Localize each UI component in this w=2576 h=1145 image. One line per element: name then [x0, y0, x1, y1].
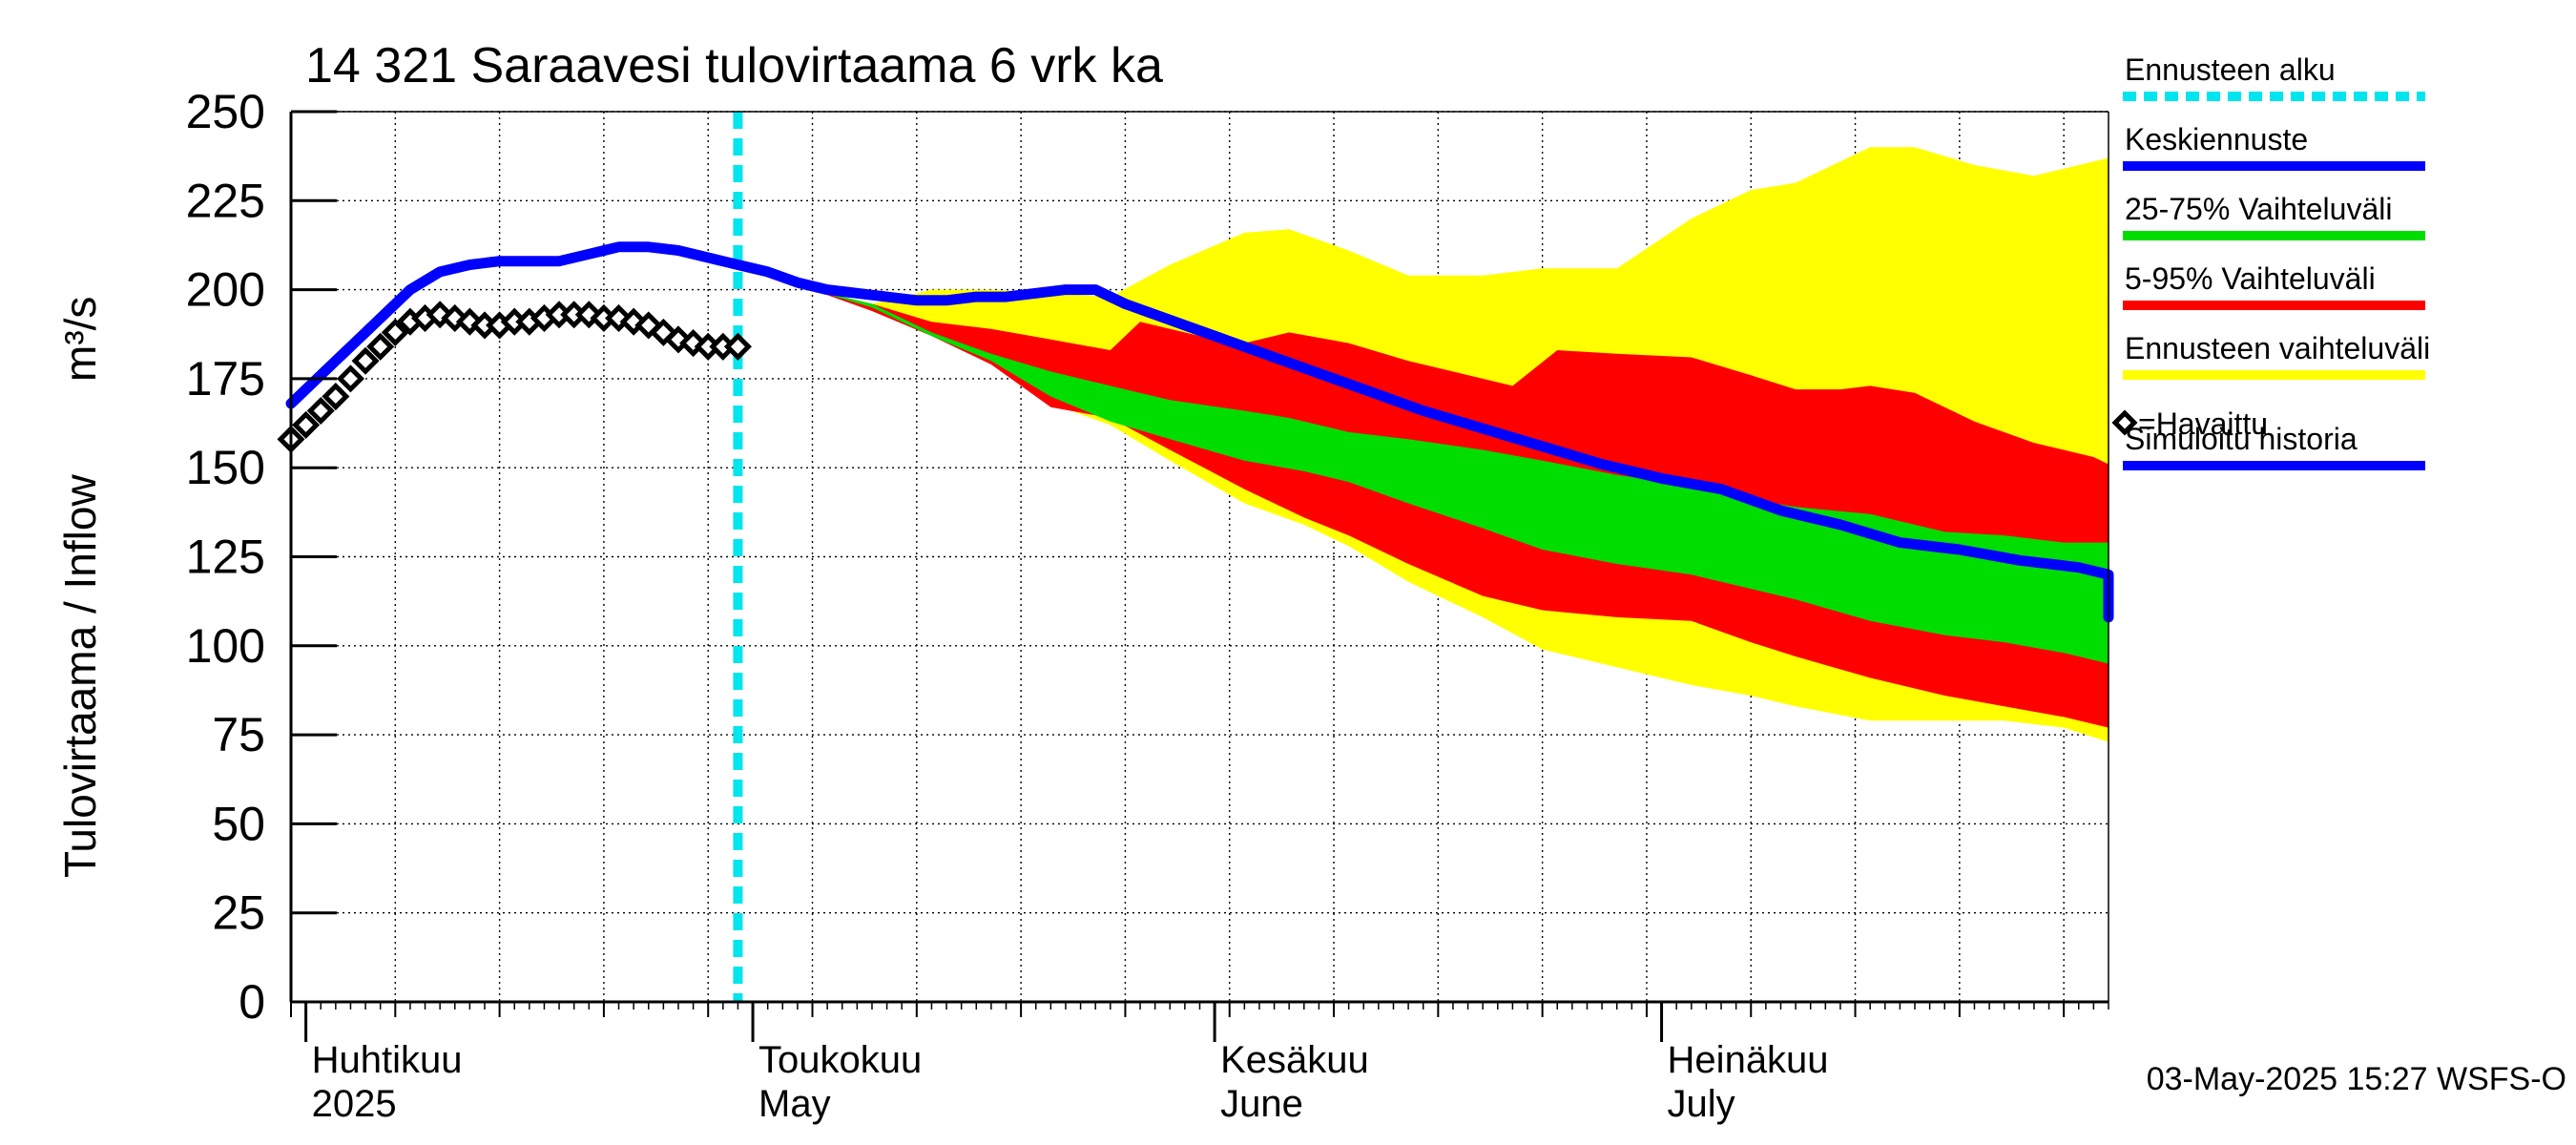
legend-label: Keskiennuste	[2125, 122, 2308, 156]
month-label-fi: Huhtikuu	[312, 1039, 463, 1081]
y-tick-label: 50	[212, 797, 265, 850]
observed-point	[351, 346, 380, 375]
observed-point	[381, 318, 409, 346]
observed-point	[366, 332, 395, 361]
y-axis-label: Tulovirtaama / Inflow	[55, 474, 105, 878]
legend-label: Ennusteen vaihteluväli	[2125, 331, 2430, 365]
month-label-en: May	[758, 1083, 831, 1125]
series-line	[285, 241, 2114, 623]
observed-point	[336, 364, 364, 393]
footer-timestamp: 03-May-2025 15:27 WSFS-O	[2147, 1061, 2566, 1097]
y-tick-label: 150	[186, 441, 265, 494]
legend-label-observed: =Havaittu	[2138, 406, 2268, 441]
legend-marker-observed	[2111, 409, 2138, 436]
chart-title: 14 321 Saraavesi tulovirtaama 6 vrk ka	[305, 38, 1163, 94]
y-tick-label: 100	[186, 619, 265, 673]
band-p25_75	[812, 289, 2109, 682]
observed-point	[322, 383, 350, 411]
y-tick-label: 25	[212, 886, 265, 940]
y-axis-title: Tulovirtaama / Inflow m³/s	[55, 297, 105, 878]
legend: Ennusteen alku Keskiennuste 25-75% Vaihtel…	[2111, 52, 2430, 470]
y-tick-label: 250	[186, 85, 265, 138]
month-label-fi: Heinäkuu	[1668, 1039, 1829, 1081]
observed-markers	[277, 301, 752, 453]
y-tick-label: 225	[186, 174, 265, 227]
y-tick-label: 75	[212, 708, 265, 761]
y-axis-unit: m³/s	[55, 297, 105, 382]
y-tick-label: 175	[186, 352, 265, 406]
y-tick-label: 200	[186, 263, 265, 317]
legend-label: 5-95% Vaihteluväli	[2125, 261, 2376, 296]
y-tick-label: 125	[186, 531, 265, 584]
month-label-fi: Kesäkuu	[1220, 1039, 1369, 1081]
legend-label: Simuloitu historia	[2125, 422, 2358, 456]
y-tick-label: 0	[239, 975, 265, 1029]
observed-point	[292, 410, 321, 439]
forecast-bands	[733, 112, 2109, 1002]
month-label-en: 2025	[312, 1083, 397, 1125]
month-label-fi: Toukokuu	[758, 1039, 922, 1081]
observed-point	[306, 396, 335, 426]
legend-label: Ennusteen alku	[2125, 52, 2336, 87]
y-tick-labels: 0 25 50 75 100 125 150 175 200 225 250	[186, 85, 265, 1029]
legend-label: 25-75% Vaihteluväli	[2125, 192, 2392, 226]
axes	[289, 110, 2109, 1042]
observed-point	[723, 332, 752, 361]
month-label-en: July	[1668, 1083, 1735, 1125]
month-label-en: June	[1220, 1083, 1303, 1125]
series-lines	[285, 241, 2114, 623]
